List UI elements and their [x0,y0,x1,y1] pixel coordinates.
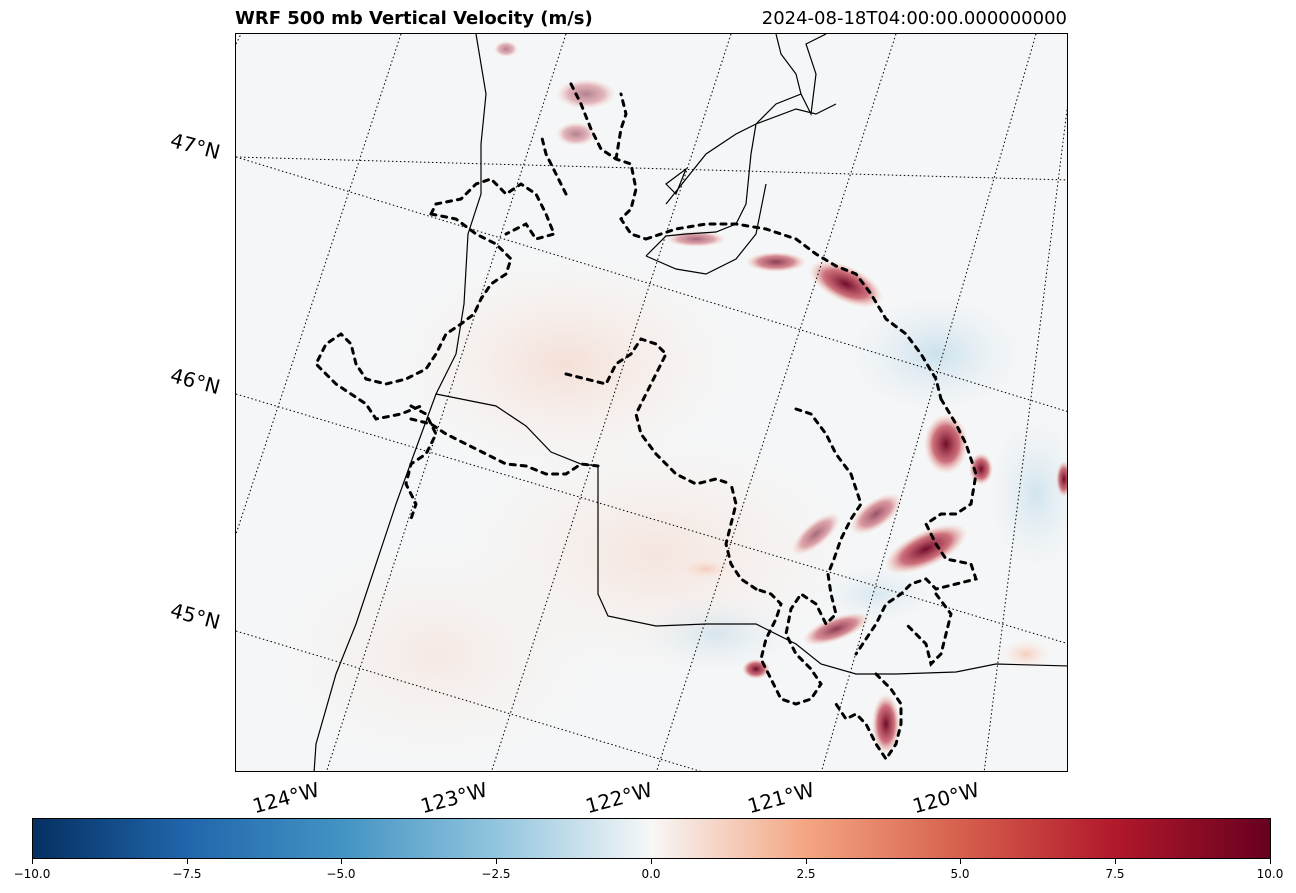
colorbar [32,818,1271,859]
colorbar-label: 5.0 [950,867,970,881]
colorbar-tick [806,859,807,864]
velocity-field [276,41,1067,764]
colorbar-label: 0.0 [641,867,661,881]
colorbar-tick [960,859,961,864]
colorbar-tick [1270,859,1271,864]
colorbar-tick [496,859,497,864]
colorbar-tick [341,859,342,864]
colorbar-label: −10.0 [13,867,51,881]
colorbar-label: −5.0 [326,867,356,881]
colorbar-label: −7.5 [172,867,202,881]
lon-label-121w: 121°W [745,777,817,819]
colorbar-label: 7.5 [1105,867,1125,881]
lon-label-122w: 122°W [583,777,655,819]
colorbar-label: 10.0 [1256,867,1284,881]
lat-label-45n: 45°N [167,598,223,635]
colorbar-tick [651,859,652,864]
colorbar-label: −2.5 [481,867,511,881]
lon-label-124w: 124°W [250,777,322,819]
map-canvas [236,34,1067,771]
colorbar-tick [187,859,188,864]
graticule [236,34,1067,771]
colorbar-label: 2.5 [796,867,816,881]
contour-lines [314,82,978,762]
lon-label-120w: 120°W [910,777,982,819]
map-timestamp: 2024-08-18T04:00:00.000000000 [761,8,1067,29]
colorbar-tick [32,859,33,864]
map-title: WRF 500 mb Vertical Velocity (m/s) [235,8,593,29]
lon-label-123w: 123°W [418,777,490,819]
map-panel[interactable] [235,33,1068,772]
lat-label-46n: 46°N [167,363,223,400]
colorbar-tick [1115,859,1116,864]
lat-label-47n: 47°N [167,128,223,165]
